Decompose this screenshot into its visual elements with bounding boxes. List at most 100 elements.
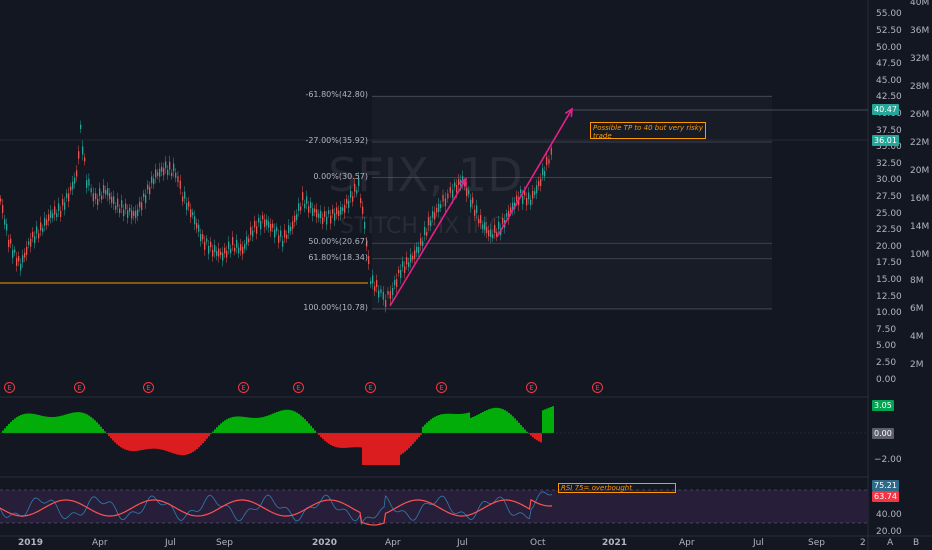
macd-bar (176, 433, 178, 455)
macd-bar (86, 414, 88, 433)
candle-body (506, 213, 508, 217)
macd-bar (258, 417, 260, 433)
macd-bar (40, 415, 42, 433)
macd-bar (158, 433, 160, 450)
macd-bar (550, 407, 552, 433)
candle-body (344, 204, 346, 213)
macd-bar (412, 433, 414, 444)
macd-bar (284, 409, 286, 433)
macd-bar (470, 417, 472, 433)
macd-bar (490, 408, 492, 433)
macd-bar (200, 433, 202, 446)
candle-body (454, 182, 456, 187)
candle-body (370, 280, 372, 285)
candle-body (64, 202, 66, 210)
earnings-event-icon[interactable]: E (436, 382, 447, 393)
candle-body (54, 206, 56, 215)
candle-body (44, 217, 46, 226)
candle-body (56, 213, 58, 218)
candle-body (452, 189, 454, 198)
macd-bar (210, 433, 212, 434)
candle-body (474, 209, 476, 216)
macd-bar (450, 413, 452, 433)
candle-body (139, 201, 141, 208)
candle-body (392, 287, 394, 296)
candle-body (528, 192, 530, 200)
candle-body (510, 207, 512, 212)
macd-bar (150, 433, 152, 449)
macd-bar (106, 433, 108, 434)
macd-bar (318, 433, 320, 435)
candle-body (402, 261, 404, 267)
earnings-event-icon[interactable]: E (293, 382, 304, 393)
candle-body (171, 172, 173, 176)
macd-bar (526, 431, 528, 433)
macd-bar (218, 425, 220, 433)
macd-bar (518, 422, 520, 433)
candle-body (224, 247, 226, 254)
macd-bar (392, 433, 394, 465)
earnings-event-icon[interactable]: E (365, 382, 376, 393)
macd-bar (516, 420, 518, 433)
candle-body (196, 223, 198, 229)
macd-bar (52, 417, 54, 433)
candle-body (42, 228, 44, 232)
rsi-note-callout[interactable]: RSI 75= overbought (558, 483, 676, 493)
earnings-event-icon[interactable]: E (74, 382, 85, 393)
candle-body (550, 148, 552, 155)
candle-body (320, 210, 322, 219)
earnings-event-icon[interactable]: E (592, 382, 603, 393)
candle-body (276, 227, 278, 232)
macd-bar (346, 433, 348, 448)
macd-bar (122, 433, 124, 449)
candle-body (232, 237, 234, 246)
macd-bar (478, 414, 480, 433)
macd-bar (476, 415, 478, 433)
macd-bar (214, 429, 216, 433)
macd-bar (542, 410, 544, 433)
macd-bar (330, 433, 332, 446)
candle-body (430, 220, 432, 227)
candle-body (540, 178, 542, 186)
macd-bar (370, 433, 372, 465)
candle-body (184, 191, 186, 199)
macd-bar (270, 414, 272, 433)
candle-body (484, 222, 486, 230)
macd-bar (6, 426, 8, 433)
macd-bar (208, 433, 210, 437)
volume-tick: 14M (910, 222, 930, 232)
earnings-event-icon[interactable]: E (526, 382, 537, 393)
volume-tick: 10M (910, 250, 930, 260)
log-scale-button[interactable]: B (913, 538, 920, 548)
macd-bar (46, 416, 48, 433)
candle-body (340, 206, 342, 215)
candle-body (308, 206, 310, 213)
candle-body (368, 256, 370, 264)
candle-body (58, 203, 60, 212)
earnings-event-icon[interactable]: E (143, 382, 154, 393)
candle-body (278, 235, 280, 243)
macd-bar (192, 433, 194, 452)
candle-body (480, 215, 482, 224)
candle-body (314, 208, 316, 213)
volume-tick: 16M (910, 194, 930, 204)
candle-body (538, 180, 540, 186)
candle-body (222, 252, 224, 261)
candle-body (260, 221, 262, 230)
macd-bar (290, 410, 292, 433)
earnings-event-icon[interactable]: E (4, 382, 15, 393)
auto-scale-button[interactable]: A (887, 538, 894, 548)
candle-body (230, 248, 232, 254)
candle-body (544, 171, 546, 177)
macd-bar (536, 433, 538, 441)
macd-bar (28, 413, 30, 433)
candle-body (387, 291, 389, 295)
macd-bar (524, 429, 526, 433)
volume-tick: 32M (910, 54, 930, 64)
tp-note-callout[interactable]: Possible TP to 40 but very risky trade (590, 122, 706, 140)
macd-bar (336, 433, 338, 448)
candle-body (117, 198, 119, 207)
earnings-event-icon[interactable]: E (238, 382, 249, 393)
candle-body (204, 241, 206, 250)
